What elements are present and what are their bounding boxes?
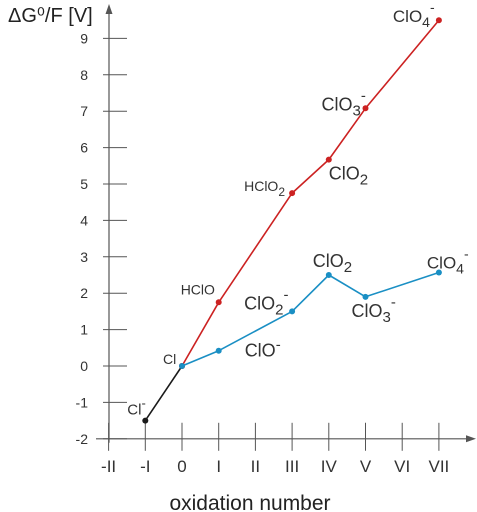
y-tick-label: 9: [80, 30, 88, 46]
series-line: [181, 19, 440, 367]
y-tick-label: 0: [80, 358, 88, 374]
data-point: [289, 190, 296, 197]
y-tick-label: -2: [76, 431, 89, 447]
point-label: ClO4-: [427, 245, 469, 276]
x-tick-label: I: [216, 457, 221, 476]
point-label-subscript: 4: [422, 14, 430, 30]
x-tick-label: -II: [101, 457, 116, 476]
point-label: Cl: [163, 351, 176, 367]
point-label-superscript: -: [283, 286, 288, 303]
y-tick-label: 5: [80, 176, 88, 192]
y-tick-label: 1: [80, 322, 88, 338]
point-label-subscript: 3: [383, 309, 391, 326]
point-labels: Cl-ClHClOHClO2ClO2ClO3-ClO4-ClO-ClO2-ClO…: [127, 0, 469, 419]
data-point: [362, 293, 369, 300]
x-tick-label: 0: [177, 457, 186, 476]
series-line: [144, 365, 183, 422]
point-label-formula: ClO: [352, 301, 383, 321]
point-label: ClO2-: [244, 286, 288, 318]
y-tick-label: 6: [80, 140, 88, 156]
point-label-formula: ClO: [244, 293, 275, 313]
point-label-formula: HClO: [181, 281, 215, 297]
y-tick-label: 4: [80, 212, 88, 228]
x-tick-label: VII: [429, 457, 450, 476]
x-tick-label: -I: [140, 457, 150, 476]
x-tick-label: III: [285, 457, 299, 476]
data-point: [325, 156, 332, 163]
point-label-subscript: 3: [353, 102, 361, 119]
y-axis-title: ΔG⁰/F [V]: [8, 5, 93, 27]
point-label-formula: ClO: [393, 7, 422, 26]
point-label-formula: ClO: [427, 253, 456, 272]
point-label: ClO-: [245, 337, 281, 361]
point-label-superscript: -: [391, 294, 396, 311]
x-tick-label: V: [360, 457, 372, 476]
point-label: ClO2: [313, 251, 352, 276]
point-label: ClO3-: [352, 294, 396, 326]
y-tick-label: 7: [80, 103, 88, 119]
point-label-superscript: -: [141, 396, 145, 411]
y-tick-label: -1: [76, 394, 89, 410]
data-point: [435, 269, 442, 276]
point-label-subscript: 2: [275, 301, 283, 318]
point-label-superscript: -: [464, 245, 469, 261]
point-label-subscript: 2: [344, 259, 352, 276]
point-label-formula: Cl: [127, 402, 141, 419]
point-label-subscript: 4: [456, 260, 464, 276]
point-label: HClO: [181, 281, 215, 297]
data-point: [435, 17, 442, 24]
y-tick-label: 3: [80, 249, 88, 265]
x-axis-arrow: [466, 435, 476, 443]
point-label: HClO2: [244, 178, 285, 199]
point-label: ClO3-: [322, 87, 366, 119]
y-axis-arrow: [105, 4, 113, 14]
point-label-formula: Cl: [163, 351, 176, 367]
point-label-formula: HClO: [244, 178, 278, 194]
data-point: [215, 347, 222, 354]
x-axis-title: oxidation number: [169, 492, 330, 512]
x-tick-label: II: [251, 457, 260, 476]
point-label-formula: ClO: [322, 94, 353, 114]
point-label: ClO2: [329, 164, 368, 189]
point-label: Cl-: [127, 396, 146, 419]
point-label-superscript: -: [430, 0, 435, 15]
point-label-formula: ClO: [329, 164, 360, 184]
y-tick-label: 8: [80, 67, 88, 83]
point-label-subscript: 2: [360, 172, 368, 189]
point-label-formula: ClO: [313, 251, 344, 271]
point-label-formula: ClO: [245, 341, 276, 361]
y-tick-label: 2: [80, 285, 88, 301]
data-point: [325, 272, 332, 278]
data-point: [362, 105, 369, 112]
data-point: [289, 308, 296, 315]
data-point: [179, 363, 185, 369]
data-point: [142, 417, 149, 424]
point-label-superscript: -: [361, 87, 366, 104]
data-point: [215, 299, 222, 306]
point-label-subscript: 2: [278, 185, 285, 199]
x-tick-label: IV: [321, 457, 338, 476]
x-tick-label: VI: [394, 457, 410, 476]
point-label: ClO4-: [393, 0, 435, 30]
point-label-superscript: -: [276, 337, 281, 354]
series-line: [181, 271, 440, 367]
series-layer: [142, 17, 442, 424]
